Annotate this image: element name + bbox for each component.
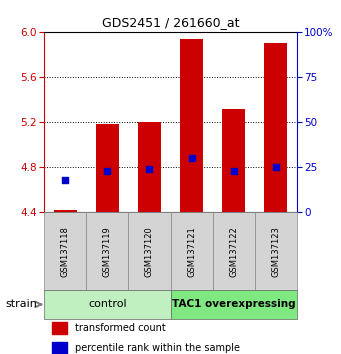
Text: GSM137119: GSM137119: [103, 226, 112, 277]
Text: GSM137121: GSM137121: [187, 226, 196, 277]
Point: [105, 168, 110, 174]
Bar: [212, 212, 255, 290]
Bar: [222, 109, 245, 212]
Bar: [170, 212, 212, 290]
Point: [147, 166, 152, 172]
Bar: [54, 210, 77, 212]
Text: GSM137120: GSM137120: [145, 226, 154, 277]
Bar: [86, 212, 129, 290]
Point: [231, 168, 236, 174]
Bar: [44, 212, 86, 290]
Text: TAC1 overexpressing: TAC1 overexpressing: [172, 299, 295, 309]
Bar: [129, 212, 170, 290]
Point: [273, 164, 278, 170]
Bar: [180, 39, 203, 212]
Text: strain: strain: [6, 299, 38, 309]
Bar: [255, 212, 297, 290]
Bar: [52, 322, 67, 334]
Text: transformed count: transformed count: [75, 323, 165, 333]
Text: GSM137118: GSM137118: [61, 226, 70, 277]
Text: control: control: [88, 299, 127, 309]
Bar: [170, 290, 297, 319]
Text: GSM137123: GSM137123: [271, 226, 280, 277]
Bar: [96, 124, 119, 212]
Bar: [264, 43, 287, 212]
Bar: [138, 122, 161, 212]
Title: GDS2451 / 261660_at: GDS2451 / 261660_at: [102, 16, 239, 29]
Bar: [44, 290, 170, 319]
Point: [189, 155, 194, 161]
Text: percentile rank within the sample: percentile rank within the sample: [75, 343, 240, 353]
Point: [63, 177, 68, 183]
Text: GSM137122: GSM137122: [229, 226, 238, 277]
Bar: [52, 342, 67, 354]
